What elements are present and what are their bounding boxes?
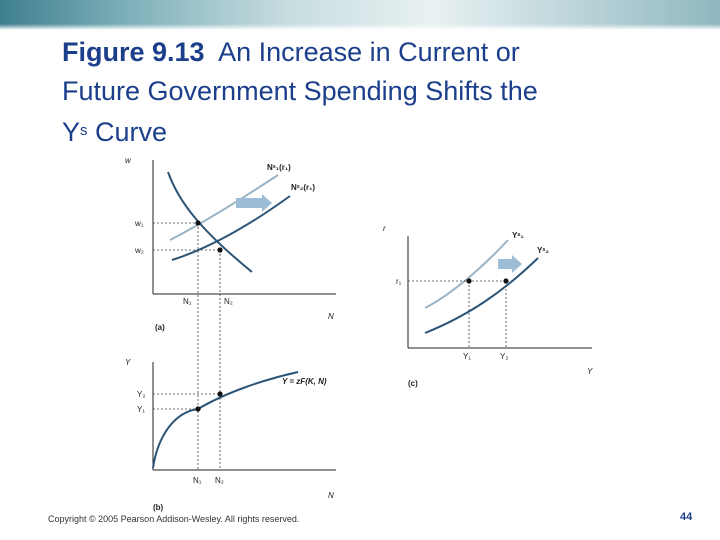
y2-label-c: Y₂ bbox=[500, 352, 508, 361]
output-point-1 bbox=[195, 406, 201, 412]
labor-supply-2-label: Nˢ₂(r₁) bbox=[291, 183, 315, 192]
panel-a: w N w₁ w₂ N₁ N₂ Nˢ₁(r₁) Nˢ₂(r₁) (a) bbox=[125, 156, 336, 470]
panel-b: Y N Y₂ Y₁ N₁ N₂ Y = zF(K, N) (b) bbox=[125, 358, 336, 512]
production-function-curve bbox=[152, 371, 299, 469]
y1-label-b: Y₁ bbox=[137, 405, 145, 414]
output-supply-1-label: Yˢ₁ bbox=[512, 231, 524, 240]
production-function-label: Y = zF(K, N) bbox=[282, 377, 327, 386]
panel-c: r Y r₁ Y₁ Y₂ Yˢ₁ Yˢ₂ (c) bbox=[383, 224, 593, 388]
panel-c-axis-x-label: Y bbox=[587, 367, 593, 376]
labor-demand-curve bbox=[167, 171, 253, 273]
labor-supply-curve-2 bbox=[171, 195, 291, 261]
output-supply-curve-2 bbox=[424, 257, 539, 334]
n2-label-a: N₂ bbox=[224, 297, 233, 306]
panel-c-axis-y-label: r bbox=[383, 224, 386, 233]
shift-arrow-a bbox=[236, 194, 272, 212]
w2-label: w₂ bbox=[134, 246, 144, 255]
y2-label-b: Y₂ bbox=[137, 390, 145, 399]
panel-b-axis-x-label: N bbox=[328, 491, 334, 500]
output-supply-point-1 bbox=[466, 278, 472, 284]
output-point-2 bbox=[217, 391, 223, 397]
title-line-3: Curve bbox=[87, 117, 168, 147]
title-y: Y bbox=[62, 117, 81, 147]
labor-supply-curve-1 bbox=[169, 174, 279, 241]
shift-arrow-c bbox=[498, 255, 522, 273]
panel-b-axis-y-label: Y bbox=[125, 358, 131, 367]
equilibrium-point-1 bbox=[195, 220, 201, 226]
title-superscript: s bbox=[80, 122, 88, 139]
panel-b-label: (b) bbox=[153, 503, 164, 512]
w1-label: w₁ bbox=[134, 219, 144, 228]
n1-label-a: N₁ bbox=[183, 297, 192, 306]
panel-a-label: (a) bbox=[155, 323, 165, 332]
equilibrium-point-2 bbox=[217, 247, 223, 253]
panel-c-label: (c) bbox=[408, 379, 418, 388]
panel-a-axis-x-label: N bbox=[328, 312, 334, 321]
page-number: 44 bbox=[680, 511, 693, 523]
title-line-1: An Increase in Current or bbox=[218, 37, 520, 67]
title-line-2: Future Government Spending Shifts the bbox=[62, 76, 538, 106]
labor-supply-1-label: Nˢ₁(r₁) bbox=[267, 163, 291, 172]
output-supply-curve-1 bbox=[424, 239, 509, 309]
slide-title: Figure 9.13 An Increase in Current or Fut… bbox=[62, 33, 662, 152]
n1-label-b: N₁ bbox=[193, 476, 202, 485]
copyright-notice: Copyright © 2005 Pearson Addison-Wesley.… bbox=[48, 514, 300, 524]
header-banner bbox=[0, 0, 720, 30]
output-supply-2-label: Yˢ₂ bbox=[537, 246, 549, 255]
r1-label: r₁ bbox=[396, 277, 402, 286]
panel-a-axis-y-label: w bbox=[125, 156, 132, 165]
output-supply-point-2 bbox=[503, 278, 509, 284]
title-figure-number: Figure 9.13 bbox=[62, 37, 205, 67]
y1-label-c: Y₁ bbox=[463, 352, 471, 361]
n2-label-b: N₂ bbox=[215, 476, 224, 485]
